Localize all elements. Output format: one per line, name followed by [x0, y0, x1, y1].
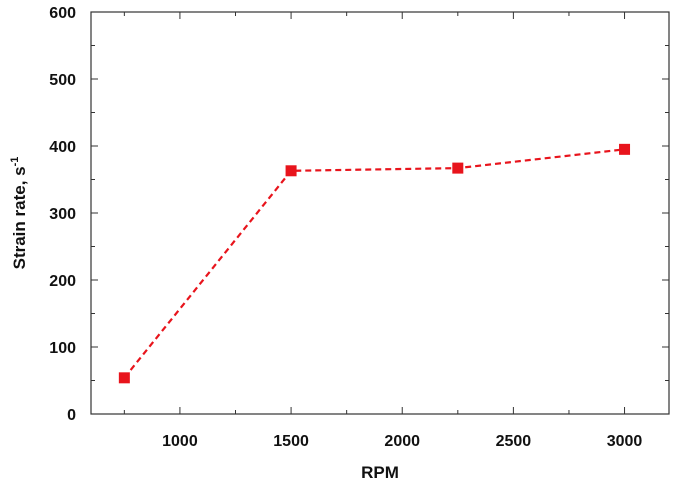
x-tick-label: 1000	[162, 433, 198, 450]
y-tick-label: 500	[49, 72, 76, 89]
series-line	[123, 148, 625, 379]
y-tick-label: 600	[49, 5, 76, 22]
x-axis-title: RPM	[361, 463, 399, 482]
y-tick-label: 0	[67, 407, 76, 424]
x-tick-label: 1500	[273, 433, 309, 450]
series-layer	[118, 143, 631, 384]
x-tick-label: 3000	[607, 433, 643, 450]
x-tick-label: 2000	[384, 433, 420, 450]
y-axis-title: Strain rate, s-1	[9, 157, 29, 270]
data-point-marker	[118, 372, 130, 384]
y-tick-label: 200	[49, 273, 76, 290]
y-tick-label: 300	[49, 206, 76, 223]
data-point-marker	[285, 165, 297, 177]
y-tick-label: 100	[49, 340, 76, 357]
y-axis-title-superscript: -1	[9, 157, 21, 167]
plot-frame	[90, 11, 670, 415]
data-point-marker	[452, 162, 464, 174]
y-tick-label: 400	[49, 139, 76, 156]
axis-tick-labels: 0 100 200 300 400 500 600 1000 1500 2000 2500 3000	[49, 5, 642, 450]
y-axis-title-main: Strain rate, s	[10, 166, 29, 269]
data-point-marker	[619, 143, 631, 155]
axis-ticks	[91, 11, 669, 415]
x-tick-label: 2500	[496, 433, 532, 450]
